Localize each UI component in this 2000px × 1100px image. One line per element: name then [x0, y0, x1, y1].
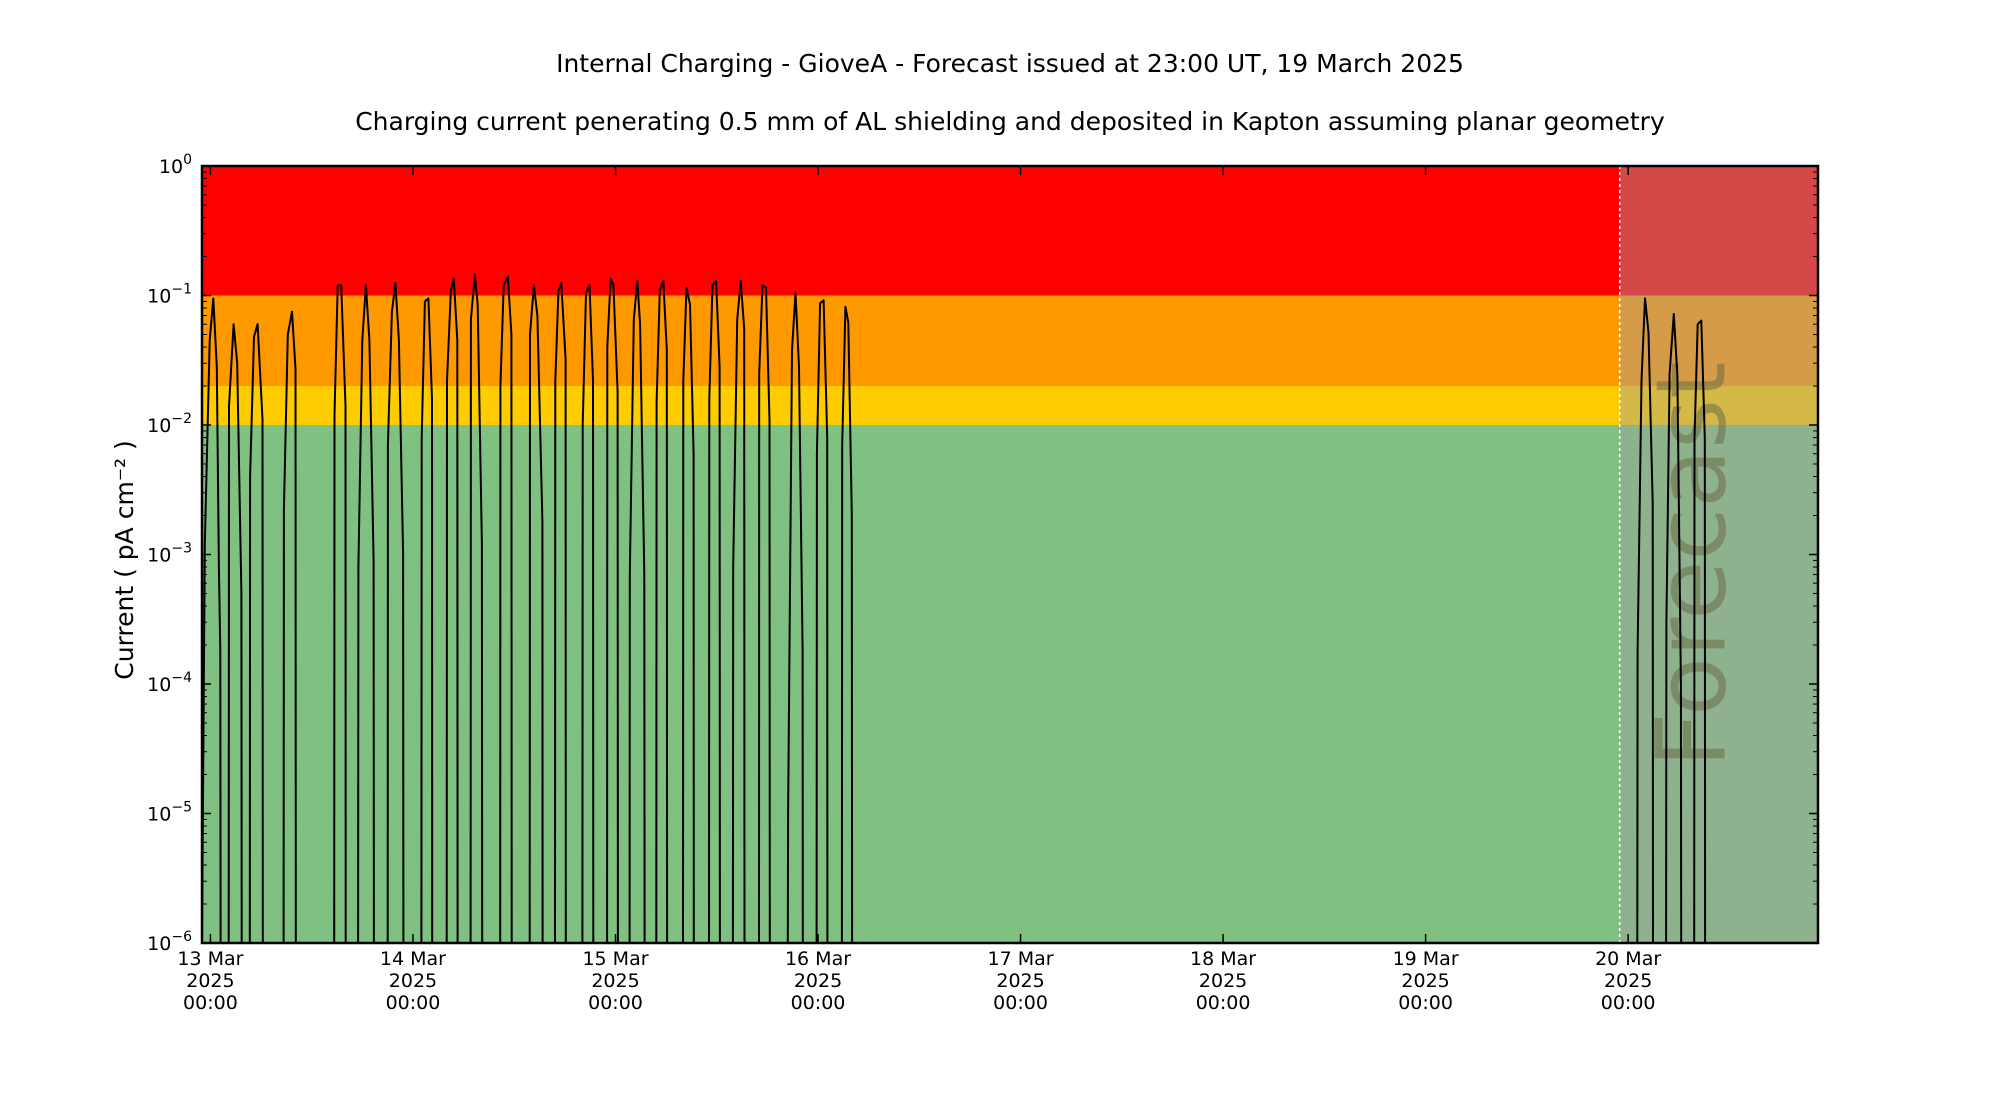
x-tick-label: 00:00: [386, 992, 441, 1014]
x-tick-label: 14 Mar: [380, 948, 446, 970]
forecast-label: Forecast: [1636, 361, 1748, 767]
x-tick-label: 17 Mar: [988, 948, 1054, 970]
x-tick-label: 2025: [591, 970, 639, 992]
x-tick-label: 18 Mar: [1190, 948, 1256, 970]
plot-frame: [200, 164, 1820, 945]
severity-band-1: [202, 386, 1818, 425]
x-tick-label: 2025: [1401, 970, 1449, 992]
y-tick-label: 10−3: [147, 541, 192, 567]
severity-band-0: [202, 425, 1818, 943]
severity-band-3: [202, 166, 1818, 296]
x-tick-label: 00:00: [588, 992, 643, 1014]
severity-band-2: [202, 295, 1818, 387]
x-tick-label: 15 Mar: [582, 948, 648, 970]
y-tick-label: 10−2: [147, 411, 192, 437]
x-tick-label: 00:00: [791, 992, 846, 1014]
severity-bands: [202, 166, 1818, 943]
y-tick-label: 100: [159, 152, 192, 178]
x-tick-label: 13 Mar: [177, 948, 243, 970]
chart-subtitle: Charging current penerating 0.5 mm of AL…: [355, 107, 1665, 136]
y-tick-label: 10−6: [147, 929, 192, 955]
y-tick-label: 10−1: [147, 282, 192, 308]
x-tick-label: 2025: [389, 970, 437, 992]
x-tick-label: 00:00: [1601, 992, 1656, 1014]
x-tick-label: 00:00: [993, 992, 1048, 1014]
x-tick-label: 2025: [186, 970, 234, 992]
y-tick-label: 10−5: [147, 800, 192, 826]
x-tick-label: 16 Mar: [785, 948, 851, 970]
x-tick-label: 2025: [794, 970, 842, 992]
x-tick-label: 2025: [1604, 970, 1652, 992]
series-line-1: [1636, 297, 1818, 944]
x-tick-label: 2025: [1199, 970, 1247, 992]
x-tick-label: 00:00: [183, 992, 238, 1014]
forecast-region: Forecast: [1618, 166, 1818, 943]
x-tick-label: 00:00: [1398, 992, 1453, 1014]
x-tick-label: 19 Mar: [1393, 948, 1459, 970]
x-tick-label: 2025: [996, 970, 1044, 992]
x-tick-label: 20 Mar: [1595, 948, 1661, 970]
y-axis-label: Current ( pA cm⁻² ): [110, 440, 139, 679]
chart-title: Internal Charging - GioveA - Forecast is…: [556, 49, 1464, 78]
y-tick-label: 10−4: [147, 670, 192, 696]
x-tick-label: 00:00: [1196, 992, 1251, 1014]
